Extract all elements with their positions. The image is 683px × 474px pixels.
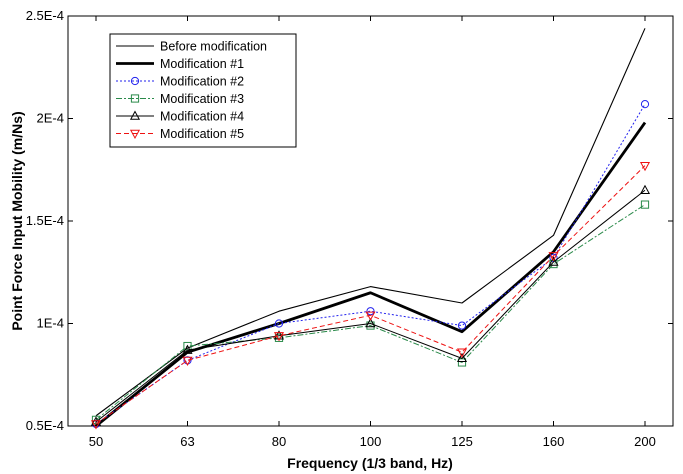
triangle-down-marker xyxy=(273,332,285,342)
triangle-down-marker xyxy=(548,252,559,262)
circle-marker xyxy=(457,321,467,330)
triangle-up-marker xyxy=(182,344,193,354)
x-tick-label: 63 xyxy=(180,434,194,449)
x-tick-label: 200 xyxy=(634,434,656,449)
series-line xyxy=(95,165,646,425)
triangle-down-marker xyxy=(639,161,651,172)
circle-marker xyxy=(130,76,140,86)
square-marker xyxy=(640,200,650,209)
axis-ticks: 50 63 80 100 125 160 200 0.5E-4 1E-4 1.5E-4 2E-4 2.… xyxy=(26,8,673,449)
legend-item: Modification #2 xyxy=(116,75,244,89)
series-line xyxy=(95,189,646,423)
legend-label: Modification #4 xyxy=(160,110,244,124)
legend-item: Modification #4 xyxy=(116,110,244,124)
series-6 xyxy=(90,161,651,430)
legend-label: Modification #3 xyxy=(160,92,244,106)
x-tick-label: 80 xyxy=(272,434,286,449)
triangle-down-marker xyxy=(129,129,141,140)
y-tick-label: 1.5E-4 xyxy=(26,213,64,228)
legend-item: Modification #5 xyxy=(116,127,244,141)
x-axis-label: Frequency (1/3 band, Hz) xyxy=(287,455,453,471)
legend-item: Modification #3 xyxy=(116,92,244,106)
series-line xyxy=(95,28,646,417)
square-marker xyxy=(130,94,140,103)
y-tick-label: 2.5E-4 xyxy=(26,8,64,23)
y-tick-label: 0.5E-4 xyxy=(26,418,64,433)
square-marker xyxy=(457,358,467,367)
triangle-down-marker xyxy=(90,420,102,430)
x-tick-label: 50 xyxy=(89,434,103,449)
circle-marker xyxy=(640,100,650,109)
triangle-up-marker xyxy=(548,256,559,266)
legend-label: Modification #1 xyxy=(160,57,244,71)
legend-item: Before modification xyxy=(116,40,267,54)
legend-item: Modification #1 xyxy=(116,57,244,71)
legend-label: Modification #2 xyxy=(160,75,244,89)
series-layer xyxy=(90,28,651,430)
legend: Before modification Modification #1 Modifi… xyxy=(109,33,297,148)
legend-label: Modification #5 xyxy=(160,127,244,141)
y-axis-label: Point Force Input Mobility (m/Ns) xyxy=(9,111,25,330)
y-tick-label: 1E-4 xyxy=(37,316,64,331)
x-tick-label: 125 xyxy=(451,434,473,449)
triangle-down-marker xyxy=(182,356,193,366)
triangle-up-marker xyxy=(365,317,376,328)
legend-label: Before modification xyxy=(160,40,267,54)
series-2 xyxy=(95,121,647,428)
series-line xyxy=(95,121,647,428)
circle-marker xyxy=(274,319,284,328)
x-tick-label: 100 xyxy=(360,434,382,449)
triangle-up-marker xyxy=(129,110,141,120)
triangle-up-marker xyxy=(456,352,468,363)
series-1 xyxy=(95,28,646,417)
triangle-down-marker xyxy=(456,348,468,358)
triangle-up-marker xyxy=(639,184,651,194)
x-tick-label: 160 xyxy=(543,434,565,449)
legend-box xyxy=(109,33,297,148)
triangle-down-marker xyxy=(365,311,376,321)
y-tick-label: 2E-4 xyxy=(37,111,64,126)
